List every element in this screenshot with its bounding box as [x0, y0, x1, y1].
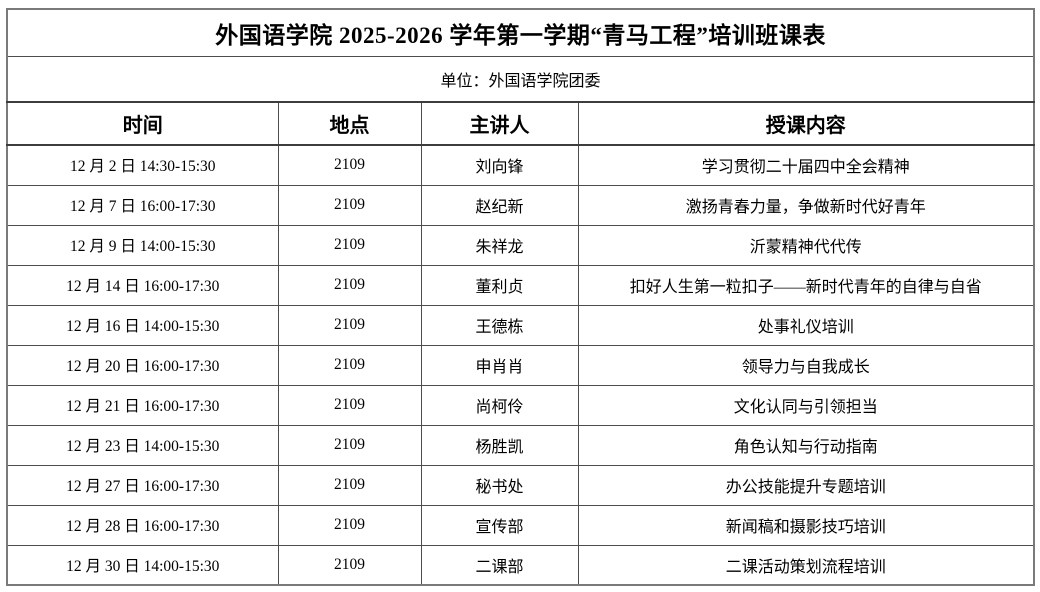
- cell-location: 2109: [277, 224, 422, 266]
- column-header-location: 地点: [277, 101, 422, 146]
- cell-speaker: 刘向锋: [420, 144, 579, 186]
- table-row: 12 月 28 日 16:00-17:30 2109 宣传部 新闻稿和摄影技巧培训: [6, 504, 1035, 546]
- cell-speaker: 朱祥龙: [420, 224, 579, 266]
- cell-content: 领导力与自我成长: [577, 344, 1035, 386]
- cell-time: 12 月 20 日 16:00-17:30: [6, 344, 279, 386]
- cell-speaker: 宣传部: [420, 504, 579, 546]
- document-title: 外国语学院 2025-2026 学年第一学期“青马工程”培训班课表: [6, 8, 1035, 57]
- cell-content: 激扬青春力量，争做新时代好青年: [577, 184, 1035, 226]
- cell-speaker: 杨胜凯: [420, 424, 579, 466]
- column-header-speaker: 主讲人: [420, 101, 579, 146]
- cell-time: 12 月 16 日 14:00-15:30: [6, 304, 279, 346]
- cell-speaker: 二课部: [420, 544, 579, 586]
- cell-content: 新闻稿和摄影技巧培训: [577, 504, 1035, 546]
- unit-label: 单位：外国语学院团委: [6, 55, 1035, 103]
- column-header-content: 授课内容: [577, 101, 1035, 146]
- column-header-row: 时间 地点 主讲人 授课内容: [6, 101, 1035, 146]
- cell-location: 2109: [277, 344, 422, 386]
- schedule-table: 外国语学院 2025-2026 学年第一学期“青马工程”培训班课表 单位：外国语…: [6, 8, 1036, 586]
- cell-content: 学习贯彻二十届四中全会精神: [577, 144, 1035, 186]
- cell-location: 2109: [277, 424, 422, 466]
- cell-location: 2109: [277, 144, 422, 186]
- schedule-table-body: 12 月 2 日 14:30-15:30 2109 刘向锋 学习贯彻二十届四中全会精神…: [6, 144, 1035, 586]
- table-row: 12 月 23 日 14:00-15:30 2109 杨胜凯 角色认知与行动指南: [6, 424, 1035, 466]
- cell-content: 沂蒙精神代代传: [577, 224, 1035, 266]
- cell-speaker: 秘书处: [420, 464, 579, 506]
- table-row: 12 月 16 日 14:00-15:30 2109 王德栋 处事礼仪培训: [6, 304, 1035, 346]
- cell-location: 2109: [277, 384, 422, 426]
- cell-time: 12 月 21 日 16:00-17:30: [6, 384, 279, 426]
- cell-location: 2109: [277, 544, 422, 586]
- table-row: 12 月 30 日 14:00-15:30 2109 二课部 二课活动策划流程培训: [6, 544, 1035, 586]
- cell-time: 12 月 30 日 14:00-15:30: [6, 544, 279, 586]
- table-row: 12 月 9 日 14:00-15:30 2109 朱祥龙 沂蒙精神代代传: [6, 224, 1035, 266]
- cell-time: 12 月 28 日 16:00-17:30: [6, 504, 279, 546]
- cell-speaker: 尚柯伶: [420, 384, 579, 426]
- cell-location: 2109: [277, 504, 422, 546]
- column-header-time: 时间: [6, 101, 279, 146]
- table-row: 12 月 2 日 14:30-15:30 2109 刘向锋 学习贯彻二十届四中全会精神: [6, 144, 1035, 186]
- cell-content: 扣好人生第一粒扣子——新时代青年的自律与自省: [577, 264, 1035, 306]
- table-row: 12 月 20 日 16:00-17:30 2109 申肖肖 领导力与自我成长: [6, 344, 1035, 386]
- cell-location: 2109: [277, 464, 422, 506]
- cell-time: 12 月 14 日 16:00-17:30: [6, 264, 279, 306]
- cell-speaker: 董利贞: [420, 264, 579, 306]
- cell-speaker: 王德栋: [420, 304, 579, 346]
- cell-content: 二课活动策划流程培训: [577, 544, 1035, 586]
- cell-location: 2109: [277, 264, 422, 306]
- cell-speaker: 申肖肖: [420, 344, 579, 386]
- cell-time: 12 月 2 日 14:30-15:30: [6, 144, 279, 186]
- cell-content: 角色认知与行动指南: [577, 424, 1035, 466]
- table-row: 12 月 21 日 16:00-17:30 2109 尚柯伶 文化认同与引领担当: [6, 384, 1035, 426]
- table-row: 12 月 7 日 16:00-17:30 2109 赵纪新 激扬青春力量，争做新时代好…: [6, 184, 1035, 226]
- unit-row: 单位：外国语学院团委: [6, 55, 1035, 103]
- cell-location: 2109: [277, 304, 422, 346]
- cell-time: 12 月 9 日 14:00-15:30: [6, 224, 279, 266]
- cell-location: 2109: [277, 184, 422, 226]
- cell-time: 12 月 7 日 16:00-17:30: [6, 184, 279, 226]
- cell-speaker: 赵纪新: [420, 184, 579, 226]
- table-row: 12 月 14 日 16:00-17:30 2109 董利贞 扣好人生第一粒扣子——新…: [6, 264, 1035, 306]
- cell-time: 12 月 23 日 14:00-15:30: [6, 424, 279, 466]
- cell-content: 办公技能提升专题培训: [577, 464, 1035, 506]
- cell-content: 文化认同与引领担当: [577, 384, 1035, 426]
- table-row: 12 月 27 日 16:00-17:30 2109 秘书处 办公技能提升专题培训: [6, 464, 1035, 506]
- title-row: 外国语学院 2025-2026 学年第一学期“青马工程”培训班课表: [6, 8, 1035, 57]
- cell-content: 处事礼仪培训: [577, 304, 1035, 346]
- cell-time: 12 月 27 日 16:00-17:30: [6, 464, 279, 506]
